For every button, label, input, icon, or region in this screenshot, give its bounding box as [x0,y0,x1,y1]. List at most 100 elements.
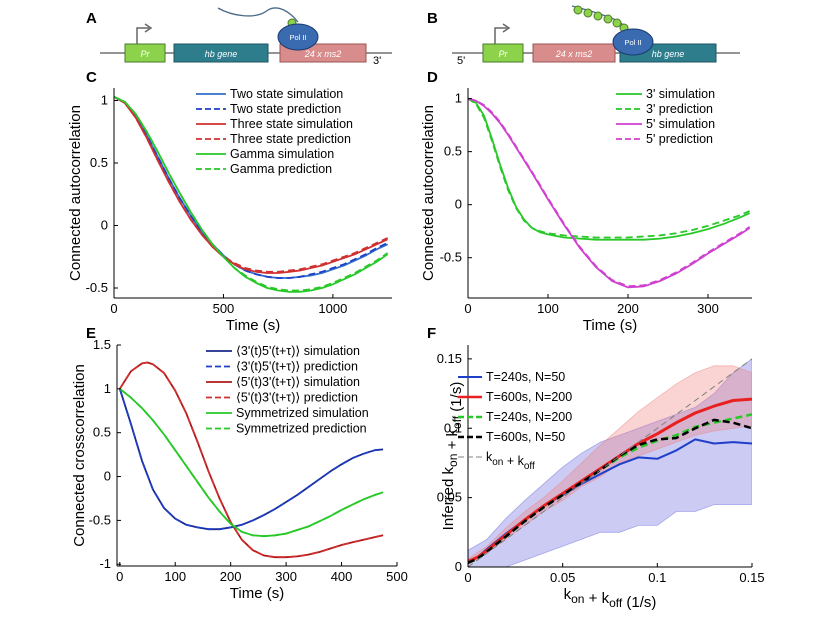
promoter-label-a: Pr [141,49,151,59]
pol-ii-b [612,28,654,56]
ms2-loops-icon [573,5,629,33]
legend-entry: Gamma simulation [230,147,334,161]
x-tick-label: 0 [116,569,123,584]
pol-ii-a [277,23,319,51]
end-label-a: 3' [373,55,381,67]
x-tick-label: 200 [617,301,639,316]
x-tick-label: 300 [275,569,297,584]
y-tick-label: 0 [104,469,111,484]
x-axis-label: Time (s) [583,317,637,334]
gene-box-a [173,43,269,63]
y-tick-label: -1 [99,556,111,571]
promoter-label-b: Pr [499,49,509,59]
promoter-box-b [482,43,524,63]
gene-label-a: hb gene [205,49,238,59]
series-line-e-2 [118,388,384,531]
panel-label-b: B [427,10,438,27]
x-axis-label: Time (s) [226,317,280,334]
y-tick-label: 0.05 [437,490,462,505]
promoter-arrow-a [136,27,149,44]
legend-entry: ⟨5'(t)3'(t+τ)⟩ prediction [236,391,358,405]
x-tick-label: 0.15 [739,570,764,585]
y-tick-label: 1.5 [93,337,111,352]
legend-entry: T=600s, N=50 [486,430,565,444]
y-tick-label: 1 [104,381,111,396]
x-tick-label: 0.1 [648,570,666,585]
promoter-box-a [124,43,166,63]
series-line-d-4 [468,97,751,288]
y-axis-label: Inferred kon + koff (1/s) [440,382,465,531]
panel-label-d: D [427,69,438,86]
legend-entry: Three state simulation [230,117,353,131]
y-axis-label: Connected autocorrelation [67,105,84,281]
x-tick-label: 1000 [318,301,347,316]
y-tick-label: -0.5 [86,280,108,295]
y-tick-label: 0.1 [444,420,462,435]
x-tick-label: 200 [220,569,242,584]
end-label-b: 5' [457,55,465,67]
x-tick-label: 0 [464,570,471,585]
y-axis-label: Connected autocorrelation [420,105,437,281]
legend-entry: T=240s, N=200 [486,410,572,424]
x-tick-label: 500 [386,569,408,584]
x-tick-label: 0 [110,301,117,316]
panel-f-chart: F 0 0.05 0.1 0.15 0 0.05 0.1 0.15 kon + koff (1/s… [427,325,765,611]
legend-entry: 5' prediction [646,132,713,146]
x-tick-label: 100 [164,569,186,584]
panel-e-chart: E 0 100 200 300 400 500 1.5 1 0.5 0 -0.5 -1 Time (s) C… [71,325,408,602]
panel-label-e: E [86,325,96,342]
series-line-e-4 [119,361,384,559]
x-tick-label: 0.05 [550,570,575,585]
pol-ii-label-a: Pol II [289,33,306,42]
y-axis-label: Connected crosscorrelation [71,364,88,547]
panel-label-f: F [427,325,436,342]
y-tick-label: 0 [455,197,462,212]
x-tick-label: 500 [213,301,235,316]
legend-entry: ⟨3'(t)5'(t+τ)⟩ prediction [236,360,358,374]
series-line-e-6 [119,388,384,538]
ms2-box-b [532,43,616,63]
y-tick-label: 0.15 [437,351,462,366]
y-tick-label: 1 [455,91,462,106]
y-tick-label: -0.5 [440,250,462,265]
legend-entry: Gamma prediction [230,162,332,176]
confidence-band-2 [468,365,752,565]
series-line-c-2 [114,96,388,279]
x-tick-label: 100 [537,301,559,316]
series-line-f-4 [468,418,752,564]
legend-entry: Two state prediction [230,102,341,116]
legend-entry: kon + koff [486,450,535,472]
y-tick-label: 0 [455,559,462,574]
legend-entry: Three state prediction [230,132,351,146]
series-line-f-5 [468,358,752,567]
legend-entry: 3' prediction [646,102,713,116]
y-tick-label: 0.5 [444,144,462,159]
panel-a-schematic: A Pr hb gene 24 x ms2 Pol II 3' [86,7,392,67]
legend-entry: Symmetrized prediction [236,422,367,436]
legend-entry: Two state simulation [230,87,343,101]
panel-label-c: C [86,69,97,86]
series-line-c-5 [114,95,389,293]
legend-entry: T=600s, N=200 [486,390,572,404]
y-tick-label: -0.5 [89,512,111,527]
panel-d-chart: D 0 100 200 300 1 0.5 0 -0.5 Time (s) Connected au… [420,69,752,334]
y-tick-label: 1 [101,93,108,108]
legend-entry: 3' simulation [646,87,715,101]
x-axis-label: kon + koff (1/s) [564,586,657,611]
legend-entry: ⟨3'(t)5'(t+τ)⟩ simulation [236,344,360,358]
legend-entry: Symmetrized simulation [236,406,369,420]
x-axis-label: Time (s) [230,585,284,602]
x-tick-label: 0 [464,301,471,316]
panel-label-a: A [86,10,97,27]
pol-ii-label-b: Pol II [624,38,641,47]
panel-b-schematic: B Pr 24 x ms2 hb gene Pol II 5' [427,5,740,67]
gene-label-b: hb gene [652,49,685,59]
x-tick-label: 300 [697,301,719,316]
series-line-c-4 [114,96,388,273]
legend-entry: T=240s, N=50 [486,370,565,384]
legend-entry: ⟨5'(t)3'(t+τ)⟩ simulation [236,375,360,389]
y-tick-label: 0.5 [90,155,108,170]
y-tick-label: 0 [101,218,108,233]
